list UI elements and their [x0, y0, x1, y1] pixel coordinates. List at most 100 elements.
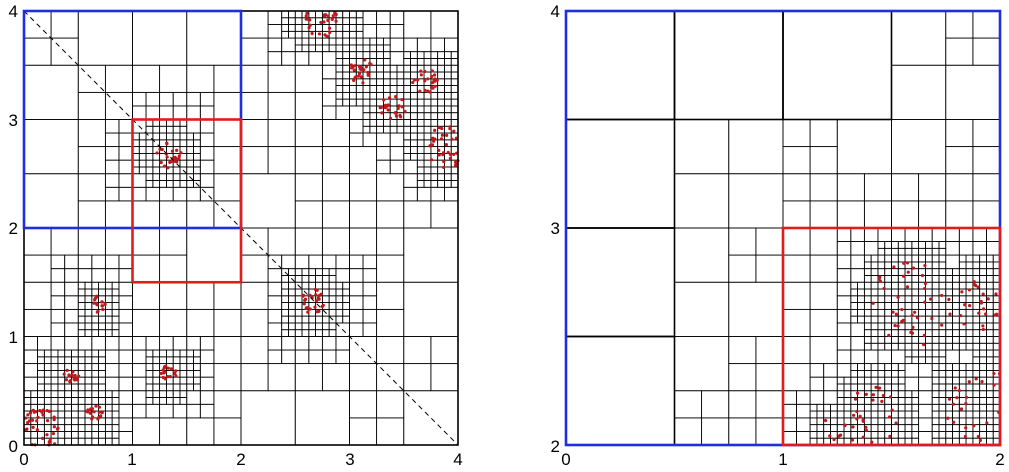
quadtree-cell	[321, 91, 337, 107]
quadtree-cell	[728, 417, 757, 446]
quadtree-cell	[816, 410, 825, 419]
particle	[68, 379, 73, 383]
quadtree-cell	[396, 125, 405, 134]
quadtree-cell	[294, 44, 303, 53]
quadtree-cell	[450, 180, 459, 188]
quadtree-cell	[904, 227, 920, 242]
quadtree-cell	[870, 254, 879, 263]
quadtree-cell	[145, 146, 154, 154]
quadtree-cell	[403, 146, 411, 154]
particle	[27, 419, 32, 423]
quadtree-cell	[965, 308, 974, 317]
quadtree-cell	[938, 241, 947, 249]
quadtree-cell	[342, 64, 350, 73]
quadtree-cell	[809, 431, 818, 439]
quadtree-cell	[64, 424, 72, 432]
particle	[326, 14, 330, 18]
quadtree-cell	[376, 390, 405, 419]
quadtree-cell	[979, 261, 987, 270]
particle	[364, 65, 368, 69]
quadtree-cell	[132, 105, 147, 120]
quadtree-cell	[342, 17, 350, 25]
quadtree-cell	[938, 397, 947, 405]
quadtree-cell	[186, 417, 215, 446]
quadtree-cell	[240, 254, 269, 283]
quadtree-cell	[328, 44, 337, 53]
quadtree-cell	[179, 383, 188, 392]
quadtree-cell	[43, 349, 52, 358]
quadtree-cell	[918, 254, 926, 263]
particle	[174, 374, 178, 378]
quadtree-cell	[369, 85, 378, 93]
quadtree-cell	[925, 349, 933, 358]
quadtree-cell	[450, 119, 459, 127]
quadtree-cell	[186, 146, 194, 154]
quadtree-cell	[172, 91, 188, 107]
quadtree-cell	[986, 308, 994, 317]
quadtree-cell	[23, 37, 52, 66]
quadtree-cell	[37, 417, 45, 426]
particle	[314, 299, 319, 303]
particle	[350, 66, 354, 70]
quadtree-cell	[118, 295, 133, 310]
quadtree-cell	[71, 390, 79, 398]
quadtree-cell	[64, 336, 79, 351]
quadtree-cell	[850, 308, 858, 317]
quadtree-cell	[118, 349, 133, 365]
quadtree-cell	[199, 336, 215, 351]
quadtree-cell	[857, 376, 865, 385]
quadtree-cell	[288, 295, 296, 303]
quadtree-cell	[328, 295, 337, 303]
quadtree-cell	[931, 275, 940, 283]
quadtree-cell	[945, 376, 953, 385]
quadtree-cell	[857, 295, 865, 303]
particle	[992, 371, 996, 376]
left-x-tick-3: 3	[345, 450, 354, 469]
quadtree-cell	[403, 98, 411, 107]
particle	[77, 374, 81, 378]
quadtree-cell	[410, 58, 418, 66]
quadtree-cell	[979, 363, 987, 371]
quadtree-cell	[213, 64, 242, 93]
quadtree-cell	[403, 78, 411, 86]
quadtree-cell	[376, 146, 391, 161]
particle	[67, 374, 71, 378]
particle	[960, 290, 964, 294]
quadtree-cell	[389, 64, 398, 73]
particle	[313, 287, 318, 292]
particle	[328, 30, 332, 35]
quadtree-cell	[308, 268, 316, 276]
quadtree-cell	[152, 390, 161, 398]
quadtree-cell	[877, 288, 886, 297]
quadtree-cell	[430, 200, 459, 229]
quadtree-cell	[369, 71, 378, 80]
quadtree-cell	[891, 173, 920, 202]
quadtree-cell	[152, 383, 161, 392]
quadtree-cell	[863, 383, 872, 392]
quadtree-cell	[863, 302, 872, 310]
quadtree-cell	[437, 71, 445, 80]
particle	[62, 372, 66, 376]
quadtree-cell	[857, 370, 865, 378]
quadtree-cell	[376, 119, 384, 127]
particle	[161, 375, 165, 380]
quadtree-cell	[952, 288, 960, 297]
quadtree-cell	[857, 281, 865, 290]
quadtree-cell	[444, 119, 452, 127]
quadtree-cell	[836, 200, 865, 229]
quadtree-cell	[958, 342, 967, 351]
quadtree-cell	[891, 288, 899, 297]
quadtree-cell	[369, 125, 378, 134]
quadtree-cell	[138, 166, 147, 175]
quadtree-cell	[104, 159, 120, 175]
quadtree-cell	[728, 173, 784, 229]
particle	[397, 104, 401, 108]
quadtree-cell	[911, 295, 920, 303]
quadtree-cell	[57, 356, 66, 365]
quadtree-cell	[328, 308, 337, 317]
quadtree-cell	[77, 403, 86, 412]
quadtree-cell	[897, 268, 906, 276]
quadtree-cell	[416, 132, 425, 141]
quadtree-cell	[267, 268, 283, 283]
particle	[353, 76, 357, 80]
